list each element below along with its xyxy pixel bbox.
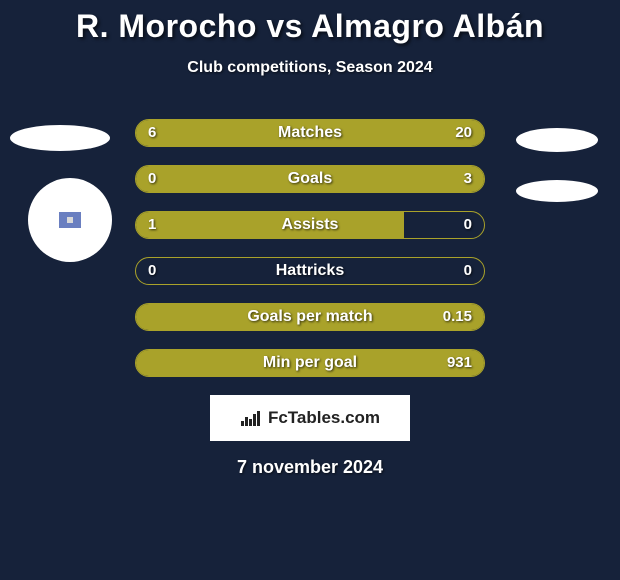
player-left-oval xyxy=(10,125,110,151)
stat-row: Min per goal931 xyxy=(135,349,485,377)
footer-date: 7 november 2024 xyxy=(0,457,620,478)
stat-value-right: 20 xyxy=(455,120,472,146)
stat-value-right: 0.15 xyxy=(443,304,472,330)
stat-label: Min per goal xyxy=(136,350,484,376)
flag-icon xyxy=(59,212,81,228)
stat-value-right: 931 xyxy=(447,350,472,376)
page-title: R. Morocho vs Almagro Albán xyxy=(0,0,620,45)
stat-row: 0Hattricks0 xyxy=(135,257,485,285)
stat-label: Assists xyxy=(136,212,484,238)
stat-label: Goals per match xyxy=(136,304,484,330)
comparison-bars: 6Matches200Goals31Assists00Hattricks0Goa… xyxy=(135,119,485,377)
stat-label: Goals xyxy=(136,166,484,192)
stat-row: 0Goals3 xyxy=(135,165,485,193)
stat-label: Matches xyxy=(136,120,484,146)
source-badge: FcTables.com xyxy=(210,395,410,441)
stat-row: 1Assists0 xyxy=(135,211,485,239)
stat-label: Hattricks xyxy=(136,258,484,284)
stat-value-right: 0 xyxy=(464,258,472,284)
stat-row: Goals per match0.15 xyxy=(135,303,485,331)
page-subtitle: Club competitions, Season 2024 xyxy=(0,59,620,77)
chart-icon xyxy=(240,409,262,427)
source-badge-text: FcTables.com xyxy=(268,408,380,428)
stat-value-right: 0 xyxy=(464,212,472,238)
player-right-oval-top xyxy=(516,128,598,152)
stat-row: 6Matches20 xyxy=(135,119,485,147)
player-left-avatar-placeholder xyxy=(28,178,112,262)
player-right-oval-bottom xyxy=(516,180,598,202)
stat-value-right: 3 xyxy=(464,166,472,192)
